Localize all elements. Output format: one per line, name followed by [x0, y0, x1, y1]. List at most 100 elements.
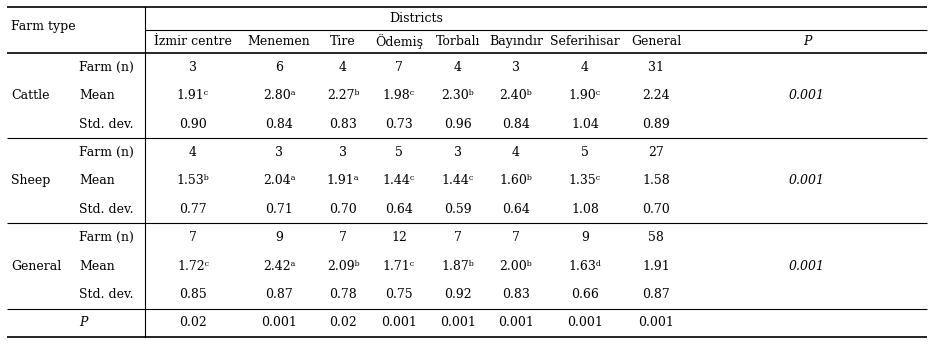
- Text: 6: 6: [275, 61, 283, 74]
- Text: 0.70: 0.70: [643, 203, 670, 216]
- Text: 4: 4: [454, 61, 462, 74]
- Text: 0.001: 0.001: [638, 316, 674, 329]
- Text: 0.001: 0.001: [789, 260, 825, 272]
- Text: Bayındır: Bayındır: [489, 35, 543, 48]
- Text: 1.04: 1.04: [571, 118, 599, 131]
- Text: 4: 4: [189, 146, 197, 159]
- Text: 0.84: 0.84: [502, 118, 530, 131]
- Text: Sheep: Sheep: [11, 174, 50, 187]
- Text: 0.001: 0.001: [440, 316, 476, 329]
- Text: 3: 3: [339, 146, 347, 159]
- Text: 0.77: 0.77: [179, 203, 206, 216]
- Text: 2.42ᵃ: 2.42ᵃ: [262, 260, 295, 272]
- Text: Farm (n): Farm (n): [79, 146, 134, 159]
- Text: 1.91: 1.91: [643, 260, 670, 272]
- Text: 2.80ᵃ: 2.80ᵃ: [262, 89, 295, 102]
- Text: 27: 27: [648, 146, 664, 159]
- Text: Districts: Districts: [389, 12, 443, 25]
- Text: Tire: Tire: [330, 35, 356, 48]
- Text: 1.58: 1.58: [643, 174, 670, 187]
- Text: 7: 7: [339, 231, 347, 244]
- Text: 0.001: 0.001: [789, 174, 825, 187]
- Text: 1.71ᶜ: 1.71ᶜ: [383, 260, 415, 272]
- Text: 3: 3: [275, 146, 283, 159]
- Text: 0.001: 0.001: [262, 316, 297, 329]
- Text: 0.73: 0.73: [385, 118, 413, 131]
- Text: Std. dev.: Std. dev.: [79, 118, 134, 131]
- Text: 0.001: 0.001: [381, 316, 417, 329]
- Text: 0.02: 0.02: [179, 316, 206, 329]
- Text: 2.04ᵃ: 2.04ᵃ: [262, 174, 295, 187]
- Text: 5: 5: [581, 146, 589, 159]
- Text: 31: 31: [648, 61, 664, 74]
- Text: General: General: [11, 260, 62, 272]
- Text: 7: 7: [512, 231, 520, 244]
- Text: 0.59: 0.59: [445, 203, 472, 216]
- Text: 0.87: 0.87: [265, 288, 293, 301]
- Text: 2.40ᵇ: 2.40ᵇ: [500, 89, 532, 102]
- Text: P: P: [79, 316, 88, 329]
- Text: 1.98ᶜ: 1.98ᶜ: [383, 89, 415, 102]
- Text: 1.44ᶜ: 1.44ᶜ: [383, 174, 415, 187]
- Text: Torbalı: Torbalı: [436, 35, 480, 48]
- Text: 1.08: 1.08: [571, 203, 599, 216]
- Text: 0.84: 0.84: [265, 118, 293, 131]
- Text: 0.96: 0.96: [445, 118, 472, 131]
- Text: 0.66: 0.66: [571, 288, 599, 301]
- Text: 0.02: 0.02: [329, 316, 357, 329]
- Text: 9: 9: [581, 231, 589, 244]
- Text: 4: 4: [512, 146, 520, 159]
- Text: 2.30ᵇ: 2.30ᵇ: [442, 89, 474, 102]
- Text: İzmir centre: İzmir centre: [154, 35, 232, 48]
- Text: 7: 7: [395, 61, 403, 74]
- Text: 0.70: 0.70: [329, 203, 357, 216]
- Text: 2.24: 2.24: [643, 89, 670, 102]
- Text: 0.75: 0.75: [385, 288, 413, 301]
- Text: 7: 7: [189, 231, 197, 244]
- Text: 0.001: 0.001: [789, 89, 825, 102]
- Text: 0.87: 0.87: [643, 288, 670, 301]
- Text: 2.09ᵇ: 2.09ᵇ: [327, 260, 360, 272]
- Text: 1.53ᵇ: 1.53ᵇ: [177, 174, 209, 187]
- Text: Cattle: Cattle: [11, 89, 50, 102]
- Text: Seferihisar: Seferihisar: [550, 35, 620, 48]
- Text: 0.92: 0.92: [445, 288, 472, 301]
- Text: 0.001: 0.001: [567, 316, 603, 329]
- Text: 0.001: 0.001: [498, 316, 534, 329]
- Text: 1.63ᵈ: 1.63ᵈ: [569, 260, 601, 272]
- Text: Farm (n): Farm (n): [79, 61, 134, 74]
- Text: General: General: [630, 35, 681, 48]
- Text: 1.91ᶜ: 1.91ᶜ: [177, 89, 209, 102]
- Text: 2.00ᵇ: 2.00ᵇ: [500, 260, 532, 272]
- Text: 5: 5: [395, 146, 403, 159]
- Text: Mean: Mean: [79, 260, 115, 272]
- Text: Menemen: Menemen: [248, 35, 310, 48]
- Text: P: P: [803, 35, 812, 48]
- Text: 1.91ᵃ: 1.91ᵃ: [327, 174, 360, 187]
- Text: 1.87ᵇ: 1.87ᵇ: [442, 260, 474, 272]
- Text: 0.83: 0.83: [502, 288, 530, 301]
- Text: Ödemiş: Ödemiş: [375, 34, 423, 49]
- Text: 7: 7: [454, 231, 462, 244]
- Text: Std. dev.: Std. dev.: [79, 288, 134, 301]
- Text: 1.60ᵇ: 1.60ᵇ: [500, 174, 532, 187]
- Text: 2.27ᵇ: 2.27ᵇ: [327, 89, 360, 102]
- Text: 1.44ᶜ: 1.44ᶜ: [442, 174, 474, 187]
- Text: 4: 4: [581, 61, 589, 74]
- Text: Mean: Mean: [79, 89, 115, 102]
- Text: 1.35ᶜ: 1.35ᶜ: [569, 174, 601, 187]
- Text: 3: 3: [512, 61, 520, 74]
- Text: 0.85: 0.85: [179, 288, 206, 301]
- Text: 0.71: 0.71: [265, 203, 293, 216]
- Text: 3: 3: [189, 61, 197, 74]
- Text: Farm type: Farm type: [11, 20, 76, 33]
- Text: 1.90ᶜ: 1.90ᶜ: [569, 89, 601, 102]
- Text: 58: 58: [648, 231, 664, 244]
- Text: Farm (n): Farm (n): [79, 231, 134, 244]
- Text: 0.89: 0.89: [643, 118, 670, 131]
- Text: 4: 4: [339, 61, 347, 74]
- Text: 0.64: 0.64: [385, 203, 413, 216]
- Text: 12: 12: [391, 231, 407, 244]
- Text: 3: 3: [454, 146, 462, 159]
- Text: 0.90: 0.90: [179, 118, 206, 131]
